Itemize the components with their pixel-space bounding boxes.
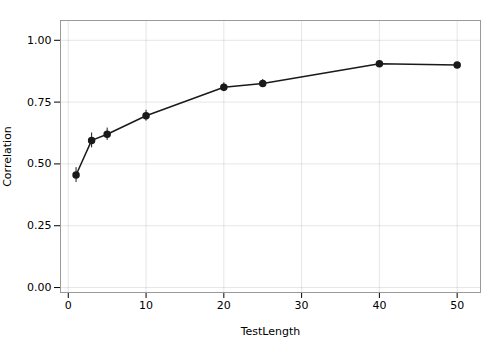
svg-text:0.25: 0.25 [27, 219, 52, 232]
svg-text:TestLength: TestLength [240, 325, 301, 337]
svg-text:Correlation: Correlation [1, 126, 14, 187]
svg-text:40: 40 [372, 299, 386, 312]
svg-text:0: 0 [65, 299, 72, 312]
svg-text:0.50: 0.50 [27, 157, 52, 170]
svg-text:1.00: 1.00 [27, 34, 52, 47]
svg-text:30: 30 [295, 299, 309, 312]
svg-text:20: 20 [217, 299, 231, 312]
svg-text:10: 10 [139, 299, 153, 312]
svg-text:50: 50 [450, 299, 464, 312]
svg-text:0.75: 0.75 [27, 96, 52, 109]
svg-text:0.00: 0.00 [27, 281, 52, 294]
